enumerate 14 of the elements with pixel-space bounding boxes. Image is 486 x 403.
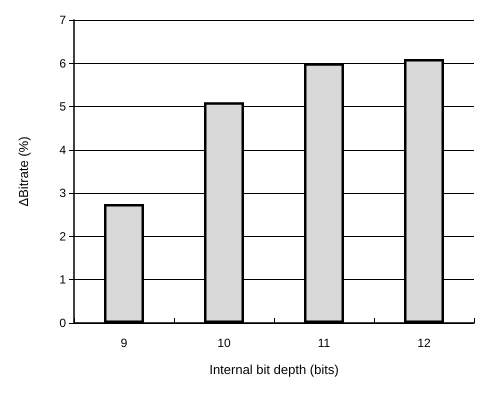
y-tick-label: 7 <box>59 13 66 27</box>
y-tick-label: 2 <box>59 229 66 244</box>
x-tick-label: 11 <box>318 336 331 350</box>
y-tick-label: 4 <box>59 142 66 157</box>
y-tick-label: 5 <box>59 100 66 114</box>
y-axis-title: ΔBitrate (%) <box>16 136 31 207</box>
x-tick-label: 9 <box>120 336 128 350</box>
y-tick-label: 6 <box>59 56 66 70</box>
y-tick-label: 1 <box>59 272 66 287</box>
x-tick-label: 12 <box>417 336 431 350</box>
y-tick-label: 3 <box>59 186 66 200</box>
x-axis-title: Internal bit depth (bits) <box>209 362 339 377</box>
x-tick-label: 10 <box>217 336 231 350</box>
y-tick-label: 0 <box>59 316 66 330</box>
